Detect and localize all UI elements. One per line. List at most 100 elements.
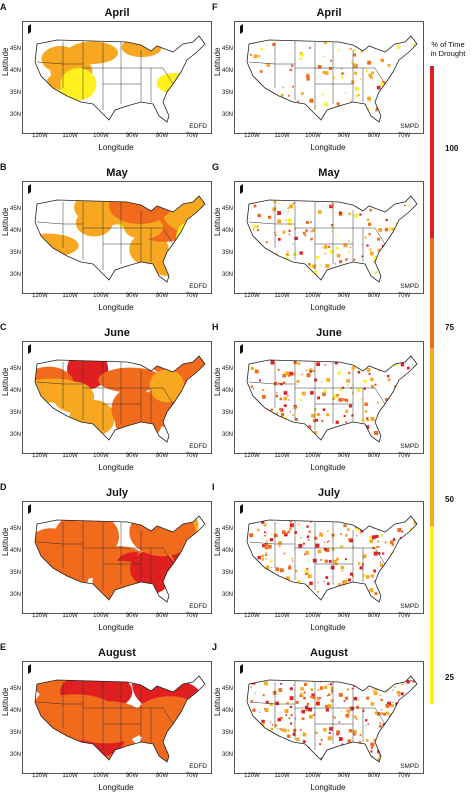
drought-speck <box>363 592 365 595</box>
latitude-ticks: 45N 40N 35N 30N <box>221 501 234 612</box>
drought-speck <box>347 528 350 531</box>
state-borders <box>248 361 386 430</box>
drought-speck <box>388 701 390 703</box>
drought-speck <box>409 382 412 384</box>
drought-speck <box>338 211 342 215</box>
map-panel-b: B May Latitude 45N 40N 35N 30N EDFD 120W… <box>0 162 212 326</box>
drought-speck <box>318 697 321 700</box>
drought-speck <box>270 408 273 411</box>
drought-speck <box>281 744 285 748</box>
drought-speck <box>405 235 409 238</box>
drought-speck <box>251 738 254 741</box>
drought-speck <box>265 540 268 542</box>
drought-region <box>98 367 163 393</box>
drought-speck <box>299 748 304 753</box>
lon-tick: 80W <box>367 133 381 139</box>
drought-region <box>130 550 176 588</box>
drought-speck <box>271 115 276 120</box>
lon-tick: 90W <box>125 293 139 299</box>
legend-tick-75: 75 <box>445 323 454 332</box>
drought-speck <box>280 437 284 440</box>
drought-speck <box>412 698 416 703</box>
lon-tick: 100W <box>305 453 321 459</box>
drought-speck <box>312 713 316 716</box>
drought-speck <box>272 43 276 46</box>
drought-speck <box>279 728 282 730</box>
drought-speck <box>383 746 387 749</box>
drought-speck <box>305 705 309 709</box>
drought-speck <box>330 689 334 692</box>
drought-speck <box>267 215 272 219</box>
drought-speck <box>275 424 279 427</box>
drought-speck <box>378 579 381 582</box>
drought-speck <box>273 102 277 106</box>
drought-speck <box>343 598 346 601</box>
panel-title: April <box>316 7 342 19</box>
lon-tick: 80W <box>155 453 169 459</box>
lat-tick: 35N <box>221 570 233 576</box>
drought-speck <box>377 757 382 762</box>
drought-speck <box>329 249 334 254</box>
drought-speck <box>398 402 401 405</box>
drought-speck <box>324 364 327 366</box>
lon-tick: 90W <box>337 773 351 779</box>
drought-speck <box>273 200 277 203</box>
drought-speck <box>413 721 417 726</box>
drought-speck <box>377 237 381 241</box>
drought-speck <box>306 77 310 81</box>
drought-speck <box>372 688 374 691</box>
drought-speck <box>413 520 417 525</box>
map-frame: SMPD <box>234 341 424 454</box>
drought-speck <box>323 728 327 732</box>
drought-speck <box>336 730 340 734</box>
drought-speck <box>355 94 359 98</box>
lat-tick: 45N <box>221 206 233 212</box>
drought-speck <box>336 253 341 258</box>
drought-speck <box>251 749 255 753</box>
drought-speck <box>399 714 402 716</box>
drought-speck <box>334 360 339 365</box>
drought-speck <box>327 530 329 532</box>
dataset-tag: EDFD <box>189 123 207 130</box>
drought-speck <box>353 696 358 701</box>
drought-speck <box>265 43 267 46</box>
lon-tick: 120W <box>244 453 260 459</box>
drought-speck <box>321 381 323 383</box>
drought-speck <box>316 696 318 699</box>
drought-speck <box>382 409 385 411</box>
drought-speck <box>264 681 268 686</box>
drought-speck <box>374 431 379 436</box>
drought-speck <box>251 754 255 758</box>
map-frame: SMPD <box>234 501 424 614</box>
drought-speck <box>289 705 293 709</box>
drought-speck <box>341 269 343 271</box>
drought-speck <box>324 102 328 107</box>
drought-speck <box>403 728 406 732</box>
drought-speck <box>284 438 289 442</box>
lon-tick: 110W <box>62 293 78 299</box>
drought-speck <box>306 73 309 75</box>
drought-speck <box>325 548 330 553</box>
drought-speck <box>262 694 265 697</box>
drought-speck <box>368 233 371 236</box>
drought-speck <box>387 378 391 382</box>
lon-tick: 110W <box>274 453 290 459</box>
drought-speck <box>389 540 394 544</box>
map-frame: SMPD <box>234 181 424 294</box>
drought-speck <box>368 73 373 78</box>
drought-speck <box>392 701 394 703</box>
drought-speck <box>331 230 334 233</box>
color-legend: % of Time in Drought 100 75 50 25 <box>420 40 474 780</box>
drought-region <box>35 733 70 762</box>
drought-speck <box>252 708 256 712</box>
drought-speck <box>389 406 394 410</box>
longitude-ticks: 120W 110W 100W 90W 80W 70W <box>234 453 422 463</box>
drought-speck <box>336 747 338 749</box>
drought-speck <box>260 92 264 97</box>
drought-speck <box>253 204 257 208</box>
lon-tick: 100W <box>305 773 321 779</box>
drought-speck <box>253 748 257 752</box>
drought-speck <box>323 580 325 582</box>
drought-region <box>156 72 194 94</box>
state-borders <box>36 201 174 270</box>
